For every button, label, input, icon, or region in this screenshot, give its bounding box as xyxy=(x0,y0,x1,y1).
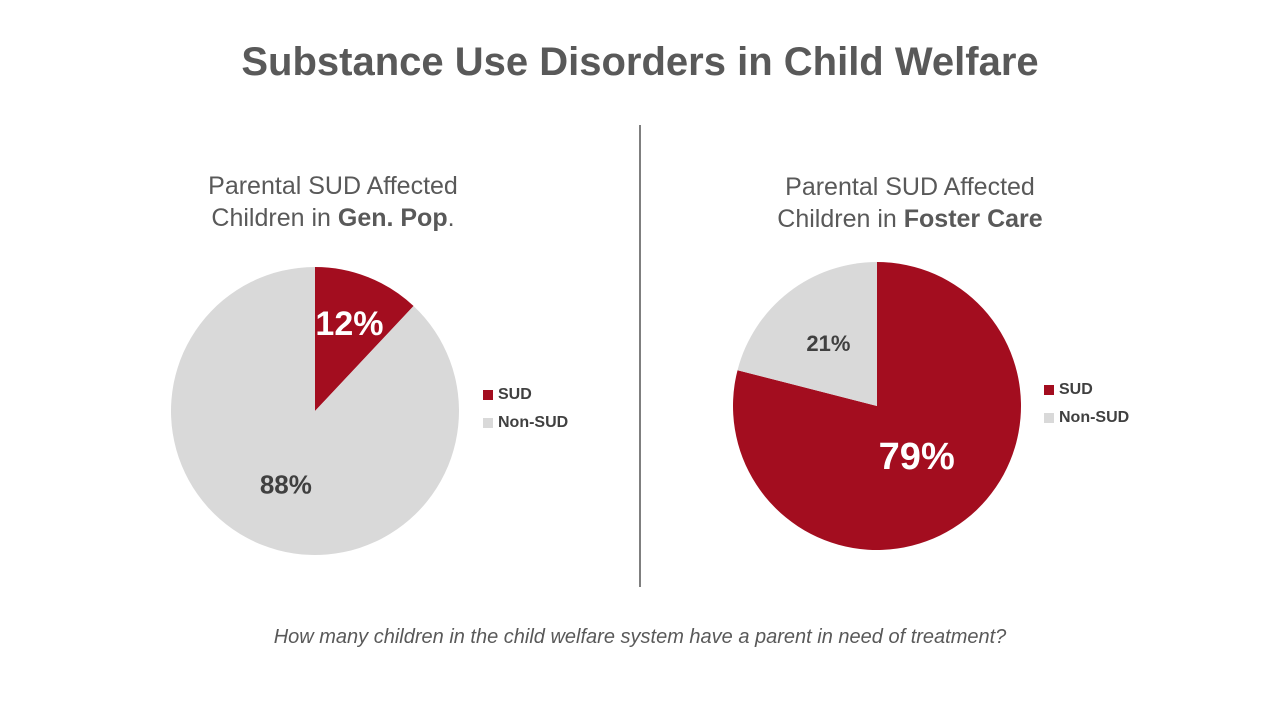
legend-item-non-sud: Non-SUD xyxy=(1044,404,1129,432)
legend-gen-pop: SUD Non-SUD xyxy=(483,381,568,437)
legend-label-non-sud: Non-SUD xyxy=(1059,409,1130,426)
legend-item-sud: SUD xyxy=(483,381,568,409)
chart-title-prefix: Children in xyxy=(777,205,904,233)
chart-title-suffix: . xyxy=(447,204,455,232)
chart-title-bold: Gen. Pop xyxy=(337,204,448,232)
chart-title-line1: Parental SUD Affected xyxy=(208,172,458,200)
legend-swatch-sud xyxy=(483,390,493,400)
legend-swatch-non-sud xyxy=(1044,413,1054,423)
data-label-sud: 12% xyxy=(315,305,383,343)
pie-slice-non-sud xyxy=(171,267,459,555)
chart-title-foster-care: Parental SUD Affected Children in Foster… xyxy=(710,171,1110,235)
chart-title-line1: Parental SUD Affected xyxy=(785,173,1035,201)
legend-label-sud: SUD xyxy=(498,386,532,403)
legend-foster-care: SUD Non-SUD xyxy=(1044,376,1129,432)
chart-title-line2: Children in Foster Care xyxy=(710,203,1110,235)
data-label-non-sud: 88% xyxy=(260,470,312,500)
legend-swatch-non-sud xyxy=(483,418,493,428)
data-label-non-sud: 21% xyxy=(806,331,850,356)
chart-title-prefix: Children in xyxy=(211,204,338,232)
legend-label-sud: SUD xyxy=(1059,381,1093,398)
center-divider xyxy=(639,125,641,587)
legend-swatch-sud xyxy=(1044,385,1054,395)
chart-title-bold: Foster Care xyxy=(903,205,1043,233)
chart-title-line2: Children in Gen. Pop. xyxy=(133,202,533,234)
legend-item-non-sud: Non-SUD xyxy=(483,409,568,437)
legend-label-non-sud: Non-SUD xyxy=(498,414,569,431)
legend-item-sud: SUD xyxy=(1044,376,1129,404)
slide-title: Substance Use Disorders in Child Welfare xyxy=(241,40,1039,84)
footer-question: How many children in the child welfare s… xyxy=(273,626,1007,648)
chart-title-gen-pop: Parental SUD Affected Children in Gen. P… xyxy=(133,170,533,234)
data-label-sud: 79% xyxy=(879,436,955,478)
pie-slice-sud xyxy=(315,267,414,411)
pie-chart-foster-care: 79% 21% xyxy=(733,262,1021,550)
pie-slice-non-sud xyxy=(737,262,877,406)
pie-chart-gen-pop: 12% 88% xyxy=(171,267,459,555)
